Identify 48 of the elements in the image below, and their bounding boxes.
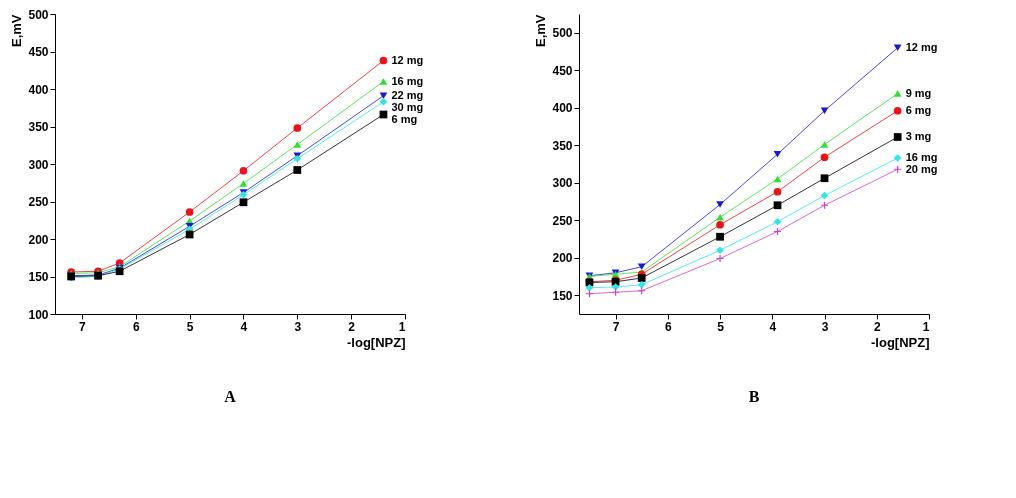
y-tick-label: 150 bbox=[28, 270, 49, 284]
y-tick-label: 400 bbox=[28, 82, 49, 97]
x-tick-label: 6 bbox=[132, 319, 140, 334]
series-label: 9 mg bbox=[905, 86, 932, 99]
y-tick-label: 500 bbox=[28, 7, 49, 22]
y-tick-label: 250 bbox=[552, 213, 573, 228]
x-tick-label: 2 bbox=[348, 319, 356, 334]
y-tick-label: 300 bbox=[28, 157, 49, 172]
y-tick-label: 200 bbox=[28, 232, 49, 247]
series-label: 12 mg bbox=[905, 40, 938, 53]
series-label: 6 mg bbox=[905, 103, 932, 116]
series-label: 30 mg bbox=[391, 100, 424, 113]
text: A bbox=[224, 388, 237, 405]
y-tick-label: 400 bbox=[552, 101, 573, 116]
x-tick-label: 5 bbox=[186, 319, 194, 334]
y-axis-title: E,mV bbox=[9, 14, 25, 48]
x-tick-label: 3 bbox=[821, 319, 829, 334]
y-tick-label: 450 bbox=[28, 45, 49, 59]
y-tick-label: 350 bbox=[552, 138, 573, 153]
y-tick-label: 450 bbox=[552, 63, 573, 78]
series-label: 3 mg bbox=[905, 130, 932, 142]
series-label: 20 mg bbox=[905, 163, 938, 175]
x-tick-label: 3 bbox=[294, 319, 302, 334]
y-axis-title: E,mV bbox=[533, 14, 549, 48]
x-tick-label: 4 bbox=[769, 319, 777, 334]
y-tick-label: 350 bbox=[28, 120, 49, 134]
x-tick-label: 7 bbox=[79, 319, 87, 334]
y-tick-label: 100 bbox=[28, 307, 49, 322]
text: B bbox=[748, 388, 760, 405]
y-tick-label: 500 bbox=[552, 26, 573, 41]
x-tick-label: 2 bbox=[873, 319, 881, 334]
series-label: 12 mg bbox=[391, 53, 424, 66]
x-tick-label: 7 bbox=[612, 319, 620, 334]
x-tick-label: 6 bbox=[664, 319, 672, 334]
series-label: 16 mg bbox=[391, 74, 424, 87]
series-label: 16 mg bbox=[905, 151, 938, 163]
y-tick-label: 150 bbox=[552, 288, 573, 303]
y-tick-label: 250 bbox=[28, 195, 49, 209]
series-label: 22 mg bbox=[391, 88, 424, 101]
series-label: 6 mg bbox=[391, 112, 418, 125]
y-tick-label: 300 bbox=[552, 176, 573, 191]
x-tick-label: 5 bbox=[717, 319, 725, 334]
x-tick-label: 1 bbox=[922, 319, 930, 334]
y-tick-label: 200 bbox=[552, 251, 573, 266]
x-axis-title: -log[NPZ] bbox=[347, 334, 406, 350]
x-tick-label: 4 bbox=[240, 319, 248, 334]
x-tick-label: 1 bbox=[398, 319, 406, 334]
x-axis-title: -log[NPZ] bbox=[871, 334, 930, 350]
